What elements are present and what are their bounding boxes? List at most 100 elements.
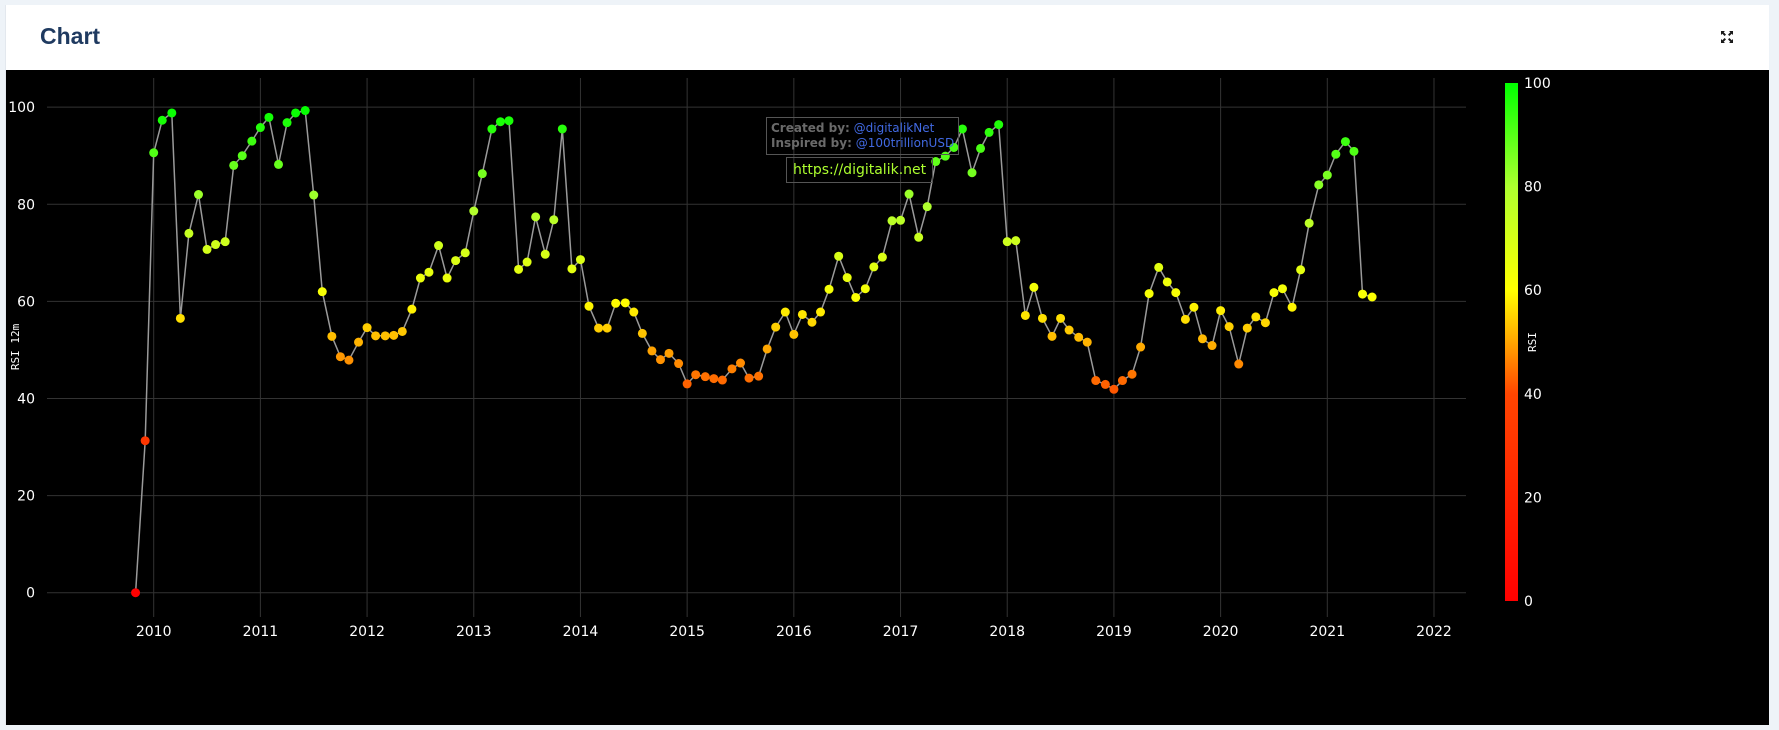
data-point[interactable] [762,344,772,354]
data-point[interactable] [300,106,310,116]
data-point[interactable] [816,307,826,317]
data-point[interactable] [1304,218,1314,228]
data-point[interactable] [317,287,327,297]
data-point[interactable] [1314,180,1324,190]
data-point[interactable] [237,151,247,161]
data-point[interactable] [727,364,737,374]
data-point[interactable] [380,331,390,341]
data-point[interactable] [637,328,647,338]
data-point[interactable] [620,298,630,308]
data-point[interactable] [1296,265,1306,275]
data-point[interactable] [994,120,1004,130]
data-point[interactable] [976,143,986,153]
data-point[interactable] [1358,289,1368,299]
data-point[interactable] [629,307,639,317]
data-point[interactable] [362,323,372,333]
data-point[interactable] [1091,376,1101,386]
data-point[interactable] [1367,292,1377,302]
data-point[interactable] [744,373,754,383]
data-point[interactable] [834,251,844,261]
data-point[interactable] [1064,325,1074,335]
data-point[interactable] [309,190,319,200]
data-point[interactable] [131,588,141,598]
data-point[interactable] [709,374,719,384]
data-point[interactable] [442,273,452,283]
data-point[interactable] [887,216,897,226]
data-point[interactable] [220,237,230,247]
data-point[interactable] [1277,284,1287,294]
data-point[interactable] [1056,313,1066,323]
data-point[interactable] [1180,314,1190,324]
data-point[interactable] [931,157,941,167]
data-point[interactable] [682,379,692,389]
data-point[interactable] [1189,302,1199,312]
data-point[interactable] [754,371,764,381]
data-point[interactable] [1082,337,1092,347]
data-point[interactable] [184,228,194,238]
data-point[interactable] [1154,262,1164,272]
data-point[interactable] [1287,302,1297,312]
data-point[interactable] [914,232,924,242]
inspired-by-link[interactable]: @100trillionUSD [855,136,955,150]
data-point[interactable] [1117,376,1127,386]
data-point[interactable] [255,123,265,133]
data-point[interactable] [1224,322,1234,332]
data-point[interactable] [1002,237,1012,247]
data-point[interactable] [522,257,532,267]
data-point[interactable] [904,189,914,199]
data-point[interactable] [157,115,167,125]
data-point[interactable] [594,323,604,333]
data-point[interactable] [869,262,879,272]
data-point[interactable] [354,337,364,347]
data-point[interactable] [487,124,497,134]
data-point[interactable] [1269,288,1279,298]
data-point[interactable] [896,215,906,225]
data-point[interactable] [424,267,434,277]
data-point[interactable] [1251,312,1261,322]
data-point[interactable] [1047,331,1057,341]
site-url-link[interactable]: https://digitalik.net [786,157,934,183]
data-point[interactable] [967,168,977,178]
data-point[interactable] [274,159,284,169]
data-point[interactable] [149,148,159,158]
created-by-link[interactable]: @digitalikNet [853,121,935,135]
data-point[interactable] [1074,332,1084,342]
data-point[interactable] [1242,323,1252,333]
data-point[interactable] [540,249,550,259]
data-point[interactable] [469,206,479,216]
data-point[interactable] [202,244,212,254]
data-point[interactable] [1144,289,1154,299]
data-point[interactable] [1011,236,1021,246]
data-point[interactable] [247,136,257,146]
data-point[interactable] [1162,277,1172,287]
data-point[interactable] [1349,146,1359,156]
data-point[interactable] [655,355,665,365]
data-point[interactable] [1100,379,1110,389]
data-point[interactable] [575,255,585,265]
data-point[interactable] [842,273,852,283]
data-point[interactable] [584,301,594,311]
data-point[interactable] [371,331,381,341]
data-point[interactable] [434,241,444,251]
data-point[interactable] [567,264,577,274]
data-point[interactable] [167,108,177,118]
data-point[interactable] [175,313,185,323]
data-point[interactable] [1020,310,1030,320]
data-point[interactable] [1029,282,1039,292]
data-point[interactable] [647,346,657,356]
data-point[interactable] [397,326,407,336]
data-point[interactable] [460,248,470,258]
data-point[interactable] [674,359,684,369]
data-point[interactable] [807,317,817,327]
data-point[interactable] [557,124,567,134]
data-point[interactable] [477,169,487,179]
data-point[interactable] [415,273,425,283]
data-point[interactable] [717,375,727,385]
data-point[interactable] [1109,384,1119,394]
data-point[interactable] [451,256,461,266]
data-point[interactable] [602,323,612,333]
data-point[interactable] [860,284,870,294]
data-point[interactable] [877,252,887,262]
data-point[interactable] [291,108,301,118]
data-point[interactable] [1322,170,1332,180]
